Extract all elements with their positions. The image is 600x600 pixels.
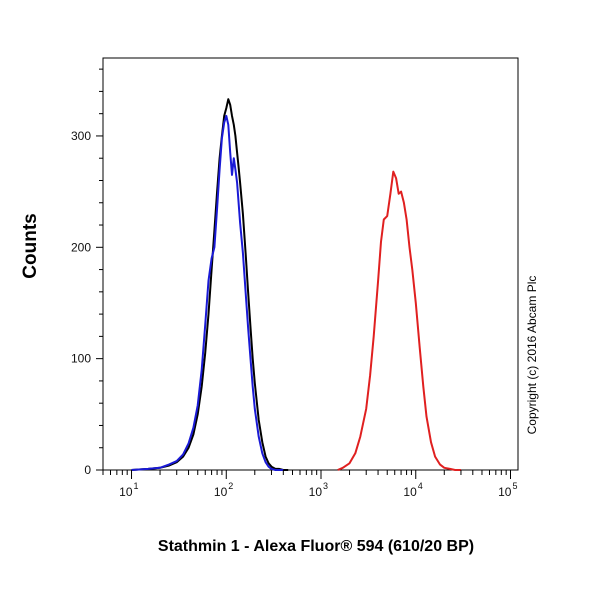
series-line-2 [131, 114, 284, 471]
series-line-1 [131, 98, 289, 471]
series-line-3 [337, 170, 461, 471]
x-tick-exponent: 3 [323, 481, 328, 491]
y-tick-label: 300 [71, 129, 91, 143]
y-tick-label: 100 [71, 352, 91, 366]
x-tick-exponent: 5 [512, 481, 517, 491]
x-tick-exponent: 2 [228, 481, 233, 491]
x-tick-label: 10 [214, 485, 228, 499]
copyright-annotation: Copyright (c) 2016 Abcam Plc [525, 276, 539, 435]
x-tick-exponent: 1 [134, 481, 139, 491]
x-tick-exponent: 4 [418, 481, 423, 491]
x-tick-label: 10 [403, 485, 417, 499]
y-axis-title: Counts [20, 213, 41, 278]
plot-frame [102, 57, 519, 471]
x-axis-title: Stathmin 1 - Alexa Fluor® 594 (610/20 BP… [158, 538, 474, 555]
y-tick-label: 0 [84, 463, 91, 477]
x-tick-label: 10 [498, 485, 512, 499]
x-tick-label: 10 [309, 485, 323, 499]
x-tick-label: 10 [119, 485, 133, 499]
y-tick-label: 200 [71, 240, 91, 254]
